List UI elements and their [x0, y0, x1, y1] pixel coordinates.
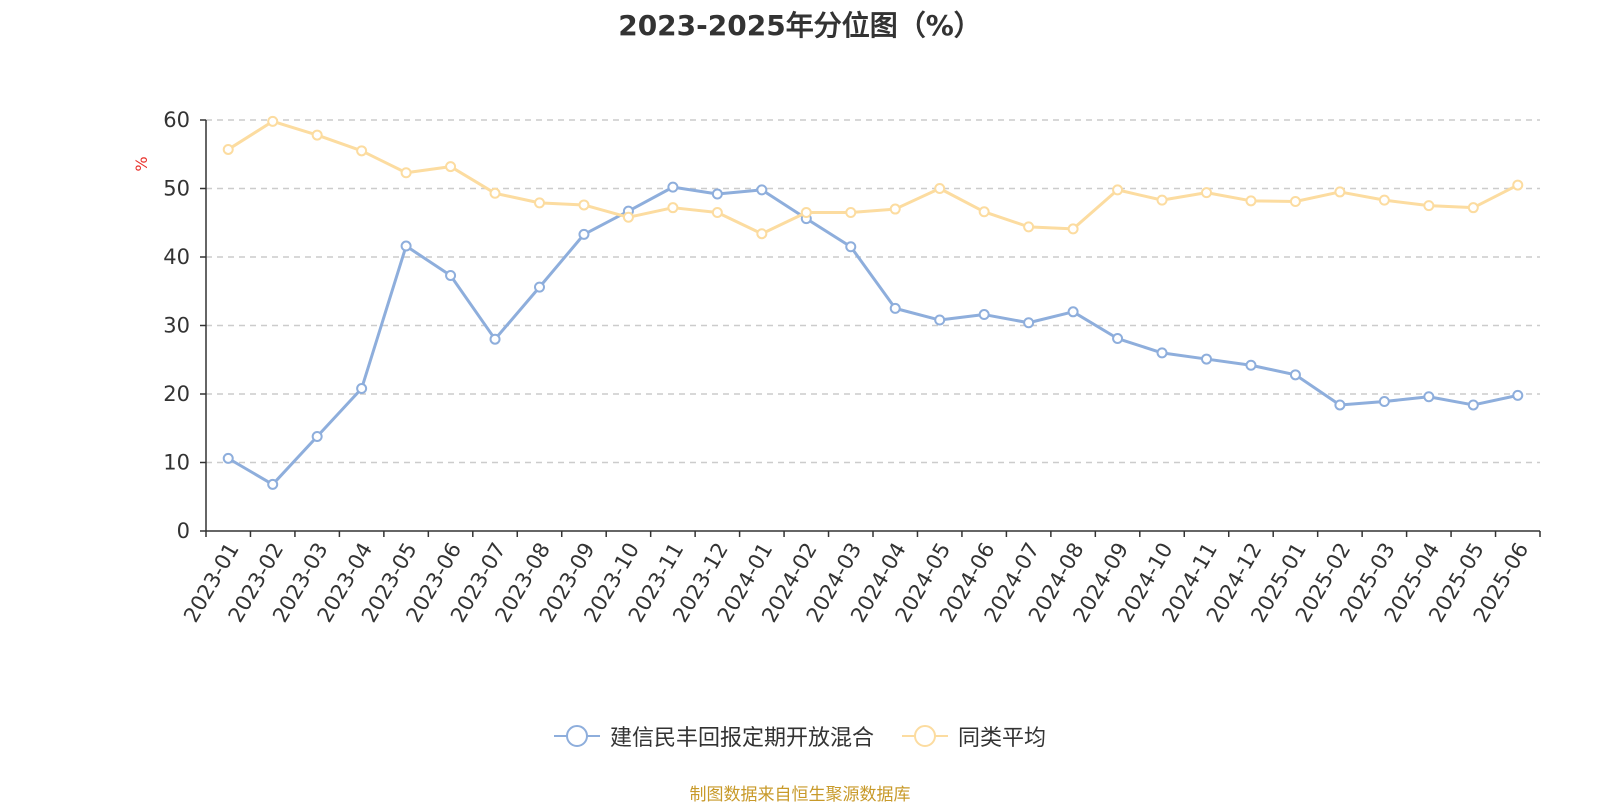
legend-item-0[interactable]: 建信民丰回报定期开放混合 [553, 720, 874, 752]
data-point [222, 143, 234, 155]
data-point [845, 206, 857, 218]
grid-lines [206, 119, 1540, 464]
data-point [1156, 347, 1168, 359]
data-point [1023, 317, 1035, 329]
data-point [311, 129, 323, 141]
y-tick-label: 10 [163, 451, 190, 475]
series-line-1 [227, 119, 1519, 236]
data-point [1023, 221, 1035, 233]
data-point [356, 383, 368, 395]
y-tick-label: 50 [163, 177, 190, 201]
data-point [1378, 194, 1390, 206]
data-point [578, 199, 590, 211]
data-point [1334, 186, 1346, 198]
chart-title: 2023-2025年分位图（%） [618, 9, 982, 42]
data-point [1512, 389, 1524, 401]
y-axis-label: % [132, 156, 151, 171]
data-point [534, 197, 545, 209]
data-point [756, 184, 768, 196]
y-tick-label: 20 [163, 382, 190, 406]
data-point [1112, 333, 1124, 345]
data-point [978, 309, 990, 321]
data-point [267, 115, 279, 127]
legend: 建信民丰回报定期开放混合 同类平均 [0, 720, 1600, 752]
source-note: 制图数据来自恒生聚源数据库 [689, 785, 911, 805]
data-point [534, 281, 545, 293]
data-point [1467, 399, 1479, 411]
y-tick-label: 30 [163, 314, 190, 338]
data-point [1512, 179, 1524, 191]
data-point [1112, 184, 1124, 196]
data-point [667, 181, 679, 193]
data-point [845, 241, 857, 253]
data-point [978, 206, 990, 218]
data-point [267, 478, 279, 490]
data-point [1156, 194, 1168, 206]
data-point [1245, 359, 1257, 371]
data-point [489, 333, 501, 345]
data-point [667, 202, 679, 214]
data-point [756, 228, 768, 240]
data-point [578, 228, 590, 240]
legend-label: 建信民丰回报定期开放混合 [609, 726, 874, 751]
data-point [1067, 223, 1079, 235]
y-tick-label: 0 [177, 519, 190, 543]
data-point [622, 211, 634, 223]
data-point [1423, 391, 1435, 403]
y-tick-label: 40 [163, 245, 190, 269]
data-point [1378, 396, 1390, 408]
data-point [934, 314, 946, 326]
data-point [489, 187, 501, 199]
data-point [889, 203, 901, 215]
y-tick-label: 60 [163, 108, 190, 132]
data-point [1467, 202, 1479, 214]
data-point [1423, 200, 1435, 212]
data-point [1334, 399, 1346, 411]
data-point [1245, 195, 1257, 207]
data-point [1289, 369, 1301, 381]
data-point [445, 161, 457, 173]
data-point [934, 183, 946, 194]
data-point [1289, 196, 1301, 208]
data-point [400, 167, 412, 179]
data-point [711, 206, 723, 218]
data-point [311, 430, 323, 442]
legend-item-1[interactable]: 同类平均 [902, 720, 1046, 752]
data-point [400, 240, 412, 252]
series-line-0 [227, 185, 1519, 486]
data-point [800, 206, 812, 218]
legend-label: 同类平均 [958, 726, 1047, 751]
legend-swatch-icon [902, 725, 948, 747]
data-point [1201, 353, 1212, 365]
data-point [889, 302, 901, 314]
data-point [1067, 306, 1079, 318]
data-point [222, 452, 234, 464]
data-point [445, 269, 457, 281]
data-point [1201, 187, 1212, 199]
data-point [356, 145, 368, 157]
legend-swatch-icon [553, 725, 600, 747]
data-point [711, 188, 723, 200]
series-lines [222, 115, 1524, 490]
